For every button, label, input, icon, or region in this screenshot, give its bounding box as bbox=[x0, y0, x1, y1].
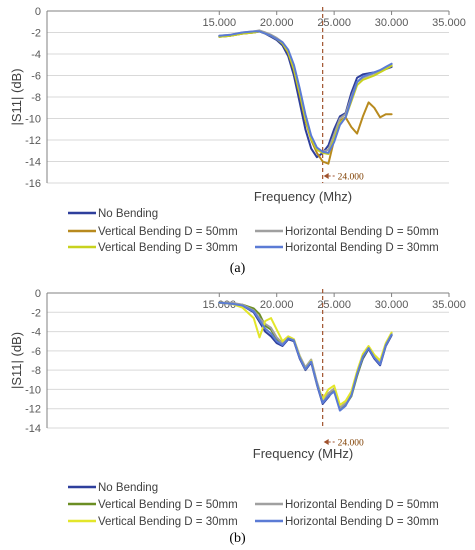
a-legend-label-3: Vertical Bending D = 30mm bbox=[98, 242, 238, 254]
a-x-tick-label: 25.000 bbox=[317, 17, 351, 29]
a-x-tick-label: 15.000 bbox=[202, 17, 236, 29]
b-legend-label-3: Vertical Bending D = 30mm bbox=[98, 516, 238, 528]
a-y-tick-label: -2 bbox=[31, 28, 41, 40]
b-annotation-text: 24.000 bbox=[338, 439, 364, 449]
a-series-line-0 bbox=[218, 30, 393, 159]
b-legend-label-0: No Bending bbox=[98, 482, 158, 494]
b-y-tick-label: 0 bbox=[35, 288, 41, 300]
a-x-tick-label: 30.000 bbox=[375, 17, 409, 29]
a-legend-label-0: No Bending bbox=[98, 208, 158, 220]
b-legend-label-2: Horizontal Bending D = 50mm bbox=[285, 499, 439, 511]
a-x-tick-label: 35.000 bbox=[432, 17, 466, 29]
a-y-tick-label: -8 bbox=[31, 92, 41, 104]
a-series-line-2 bbox=[218, 29, 393, 153]
chart-panel-a: 0 -2 -4 -6 -8 -10 -12 -14 -16 15.000 20.000 25.000 3… bbox=[9, 6, 466, 276]
b-x-tick-label: 15.000 bbox=[202, 299, 236, 311]
b-x-axis-title: Frequency (MHz) bbox=[253, 446, 353, 461]
chart-a-svg: 0 -2 -4 -6 -8 -10 -12 -14 -16 15.000 20.000 25.000 3… bbox=[9, 6, 466, 254]
chart-b-svg: 0 -2 -4 -6 -8 -10 -12 -14 15.000 20.000 25.000 30.0… bbox=[9, 288, 466, 528]
a-legend-label-4: Horizontal Bending D = 30mm bbox=[285, 242, 439, 254]
b-y-tick-label: -4 bbox=[31, 327, 41, 339]
b-y-tick-label: -2 bbox=[31, 307, 41, 319]
b-x-tick-label: 20.000 bbox=[260, 299, 294, 311]
panel-b-caption: (b) bbox=[229, 531, 246, 546]
a-series-line-4 bbox=[218, 30, 393, 154]
b-legend-label-4: Horizontal Bending D = 30mm bbox=[285, 516, 439, 528]
b-y-tick-label: -6 bbox=[31, 346, 41, 358]
b-x-tick-label: 25.000 bbox=[317, 299, 351, 311]
b-annotation-arrowhead bbox=[323, 439, 329, 445]
a-y-tick-label: -12 bbox=[25, 135, 41, 147]
a-x-axis-title: Frequency (Mhz) bbox=[254, 189, 352, 204]
b-x-tick-label: 30.000 bbox=[375, 299, 409, 311]
a-annotation-arrowhead bbox=[323, 173, 329, 179]
a-legend-label-1: Vertical Bending D = 50mm bbox=[98, 226, 238, 238]
a-y-tick-label: -6 bbox=[31, 71, 41, 83]
a-annotation-text: 24.000 bbox=[338, 173, 364, 183]
b-x-tick-label: 35.000 bbox=[432, 299, 466, 311]
b-y-tick-label: -10 bbox=[25, 384, 41, 396]
a-y-tick-label: -10 bbox=[25, 114, 41, 126]
b-series-line-4 bbox=[218, 301, 393, 412]
a-y-tick-label: 0 bbox=[35, 6, 41, 18]
chart-panel-b: 0 -2 -4 -6 -8 -10 -12 -14 15.000 20.000 25.000 30.0… bbox=[0, 282, 475, 550]
b-y-tick-label: -14 bbox=[25, 423, 41, 435]
panel-a-caption: (a) bbox=[229, 261, 246, 276]
b-series-line-0 bbox=[218, 301, 393, 410]
a-series-line-1 bbox=[218, 30, 393, 165]
a-y-tick-label: -14 bbox=[25, 157, 41, 169]
b-y-axis-title: |S11| (dB) bbox=[9, 332, 24, 389]
a-series-line-3 bbox=[218, 30, 393, 155]
a-y-axis-title: |S11| (dB) bbox=[9, 68, 24, 125]
a-y-tick-label: -16 bbox=[25, 178, 41, 190]
a-y-tick-label: -4 bbox=[31, 49, 41, 61]
b-y-tick-label: -12 bbox=[25, 404, 41, 416]
b-y-tick-label: -8 bbox=[31, 365, 41, 377]
a-x-tick-label: 20.000 bbox=[260, 17, 294, 29]
b-legend-label-1: Vertical Bending D = 50mm bbox=[98, 499, 238, 511]
a-legend-label-2: Horizontal Bending D = 50mm bbox=[285, 226, 439, 238]
